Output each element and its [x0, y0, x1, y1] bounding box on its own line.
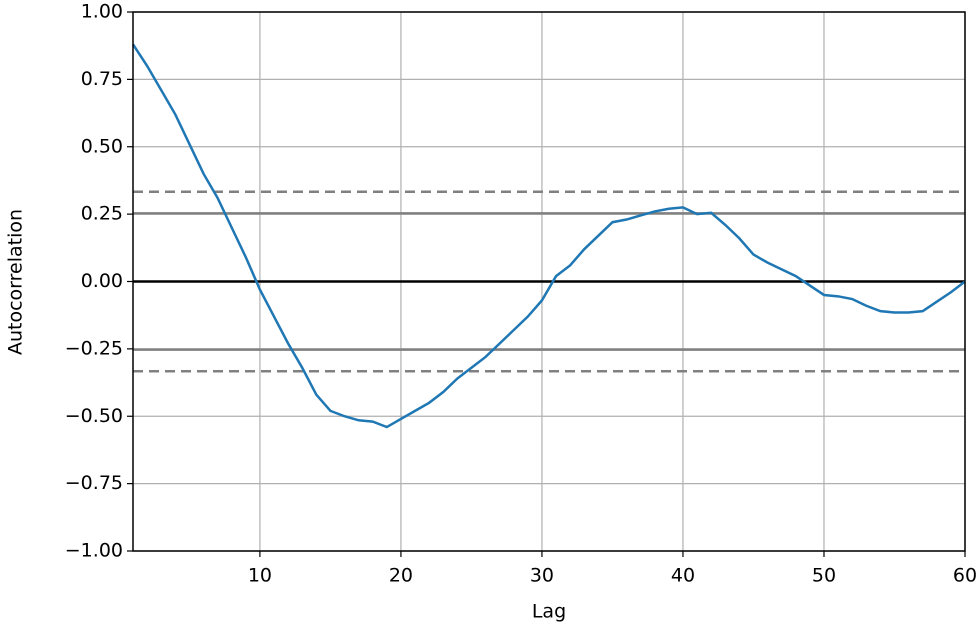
x-tick-label: 40	[671, 565, 695, 587]
y-axis-label: Autocorrelation	[5, 209, 27, 355]
x-tick-label: 10	[248, 565, 272, 587]
x-tick-label: 50	[812, 565, 836, 587]
x-tick-label: 30	[530, 565, 554, 587]
y-tick-label: 0.25	[81, 203, 123, 225]
x-tick-label: 20	[389, 565, 413, 587]
y-tick-label: −0.75	[65, 472, 123, 494]
y-tick-label: −0.25	[65, 337, 123, 359]
y-tick-label: 0.75	[81, 68, 123, 90]
y-tick-label: 0.50	[81, 135, 123, 157]
y-tick-label: 0.00	[81, 270, 123, 292]
y-tick-label: −1.00	[65, 540, 123, 562]
y-tick-label: 1.00	[81, 1, 123, 23]
plot-frame	[132, 11, 966, 552]
series-line	[131, 43, 966, 429]
y-tick-label: −0.50	[65, 405, 123, 427]
x-axis-label: Lag	[532, 601, 566, 623]
x-tick-label: 60	[953, 565, 977, 587]
